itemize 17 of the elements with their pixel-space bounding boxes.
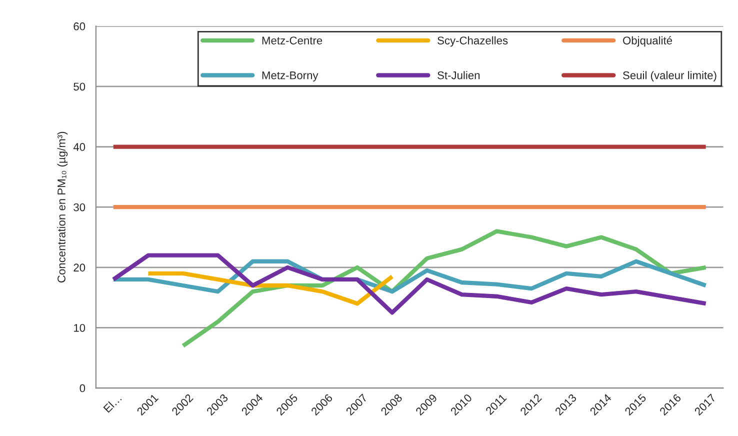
x-tick-label: El… xyxy=(102,394,122,413)
y-tick-label: 50 xyxy=(74,82,86,91)
y-tick-label: 0 xyxy=(80,384,86,392)
y-tick-label: 60 xyxy=(74,22,86,30)
y-tick-label: 10 xyxy=(74,324,86,332)
line-series xyxy=(146,271,394,306)
y-tick-label: 20 xyxy=(74,264,86,272)
legend-label: Metz-Centre xyxy=(262,36,322,44)
legend-label: Seuil (valeur limite) xyxy=(623,71,716,82)
y-axis-title: Concentration en PM₁₀ (µg/m³) xyxy=(57,132,68,282)
legend-label: St-Julien xyxy=(438,71,480,80)
line-series xyxy=(111,253,708,315)
legend-label: Metz-Borny xyxy=(262,72,318,82)
y-tick-label: 40 xyxy=(73,143,86,151)
legend-label: Scy-Chazelles xyxy=(438,36,508,47)
legend-label: Objqualité xyxy=(623,36,672,47)
y-tick-label: 30 xyxy=(74,203,86,212)
